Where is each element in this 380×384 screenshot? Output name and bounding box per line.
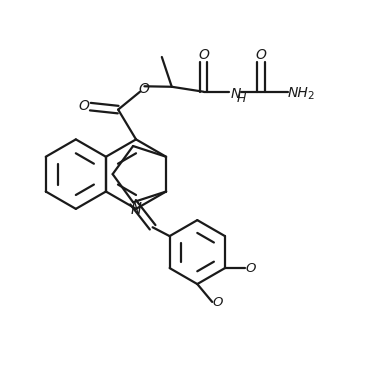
Text: O: O — [198, 48, 209, 62]
Text: O: O — [212, 296, 223, 309]
Text: O: O — [245, 262, 255, 275]
Text: O: O — [256, 48, 266, 62]
Text: O: O — [138, 82, 149, 96]
Text: O: O — [78, 99, 89, 113]
Text: NH: NH — [287, 86, 308, 100]
Text: N: N — [231, 87, 241, 101]
Text: 2: 2 — [307, 91, 314, 101]
Text: H: H — [237, 92, 246, 105]
Text: N: N — [130, 202, 141, 217]
